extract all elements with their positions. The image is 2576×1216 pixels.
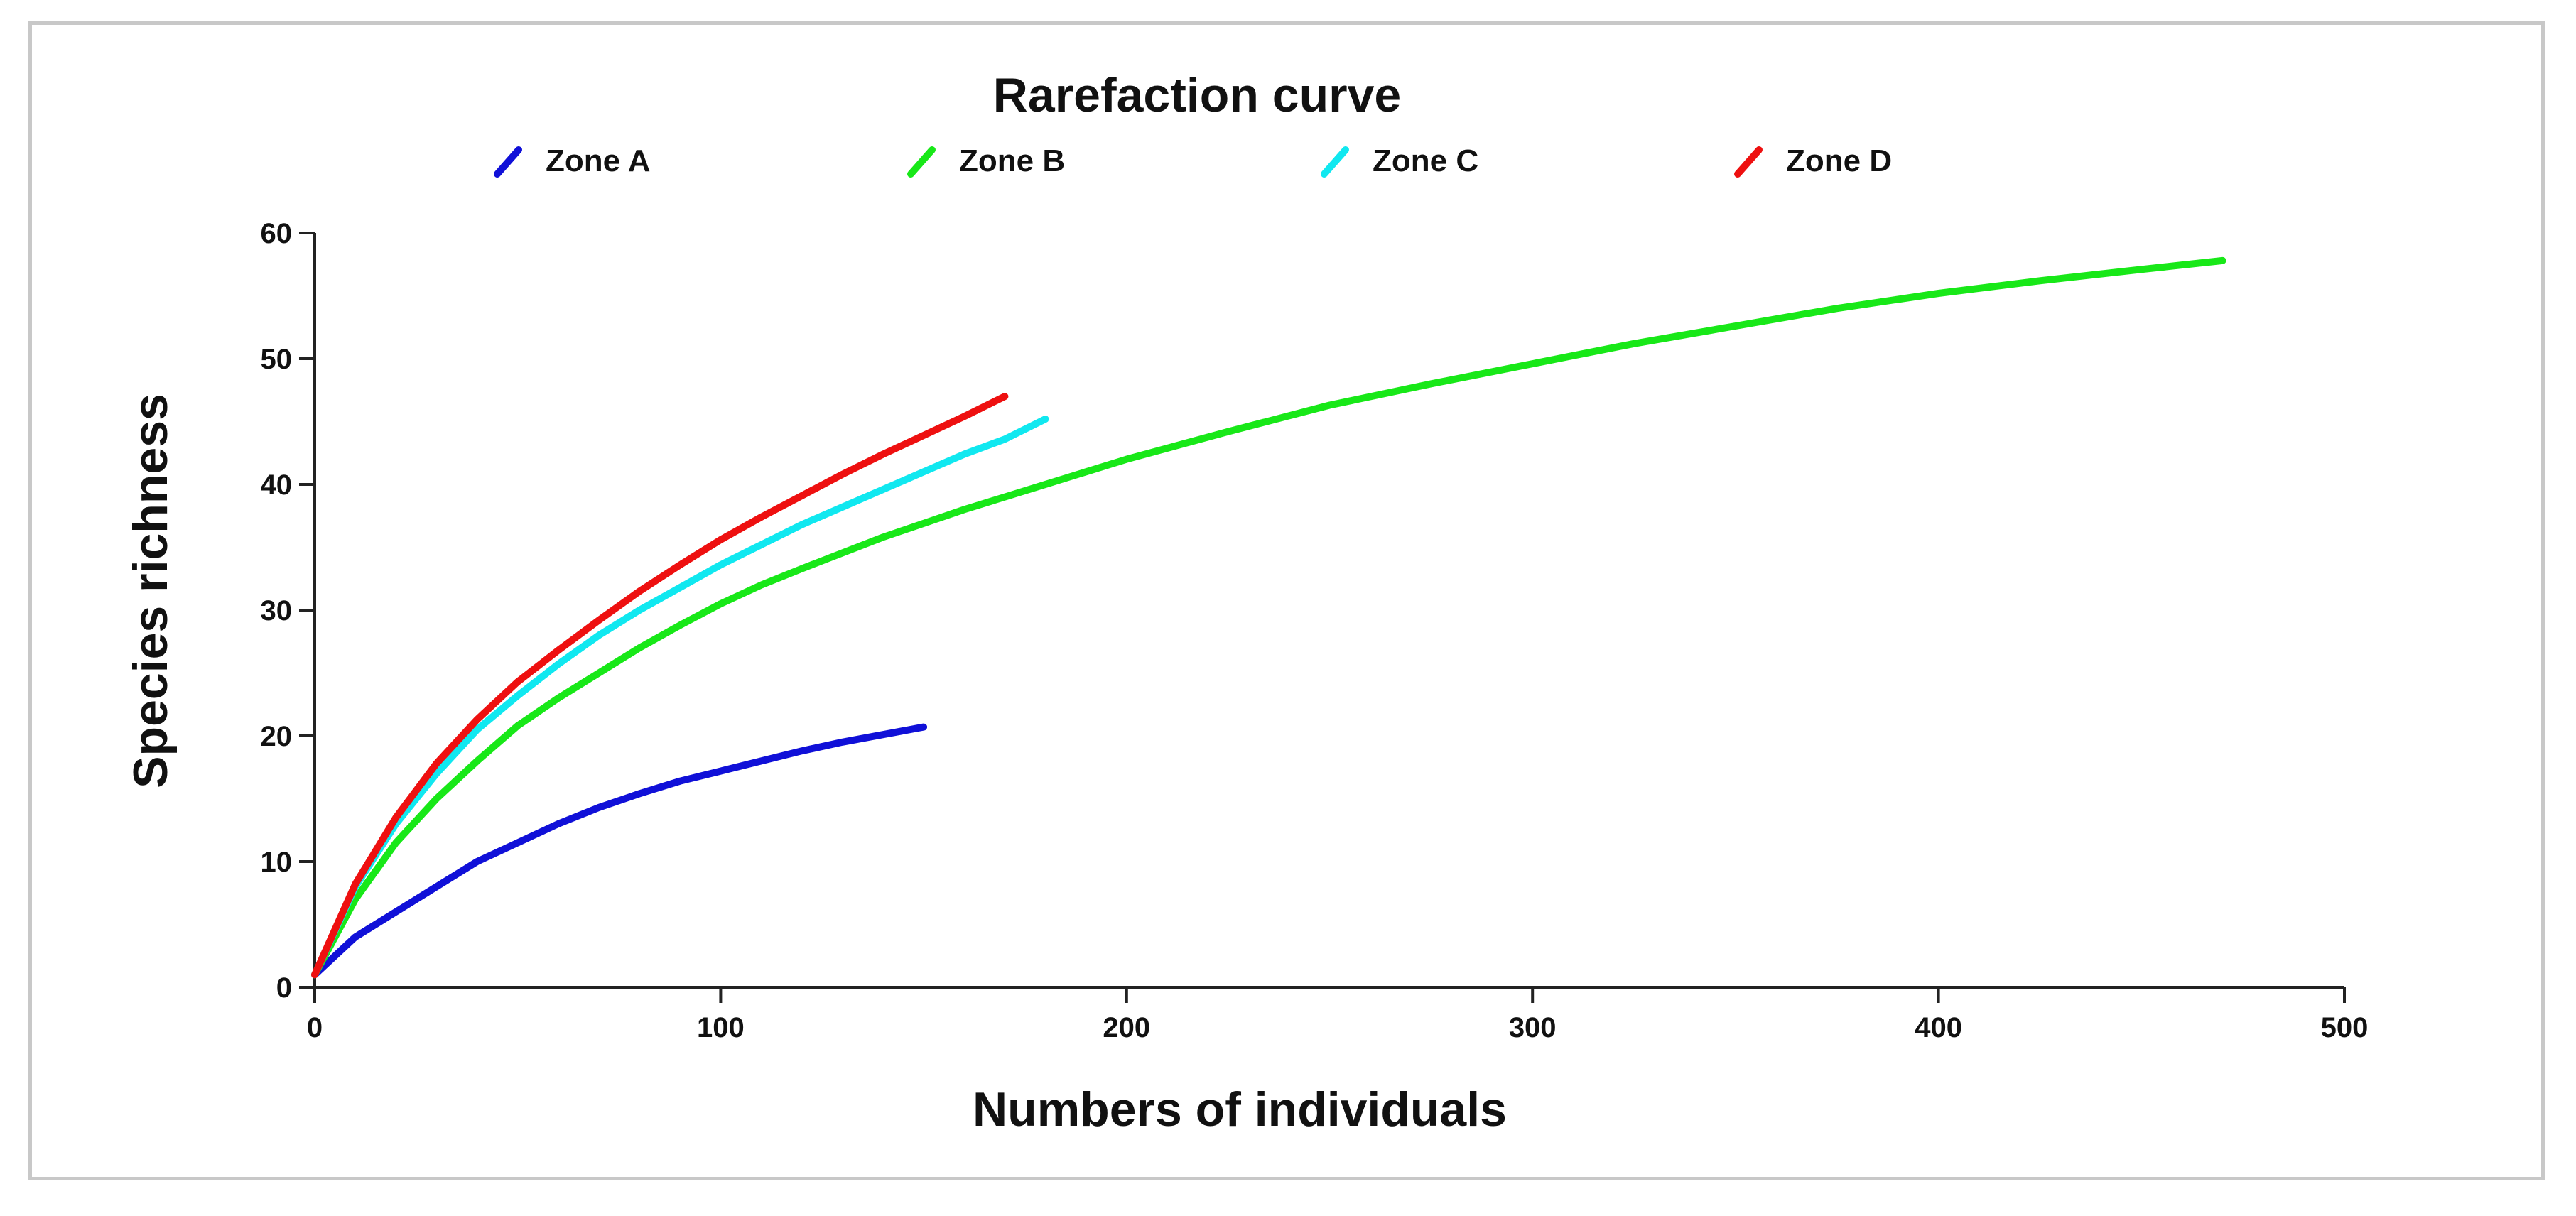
x-axis-title: Numbers of individuals xyxy=(973,1082,1507,1136)
y-tick-label: 60 xyxy=(261,218,293,249)
y-tick-label: 40 xyxy=(261,469,293,501)
legend: Zone A Zone B Zone C Zone D xyxy=(494,143,1892,178)
y-axis-ticks: 0 10 20 30 40 50 60 xyxy=(261,218,315,1004)
x-tick-label: 100 xyxy=(697,1012,745,1043)
series-line-zone-d xyxy=(311,393,1009,979)
x-tick-label: 400 xyxy=(1915,1012,1962,1043)
legend-swatch-zone-d xyxy=(1734,146,1763,178)
series-line-zone-c xyxy=(311,416,1049,979)
series-line-zone-a xyxy=(311,723,928,979)
legend-swatch-zone-b xyxy=(907,146,936,178)
legend-swatch-zone-a xyxy=(494,146,522,178)
legend-label-zone-b: Zone B xyxy=(959,143,1065,178)
plot-series xyxy=(311,256,2226,979)
chart-title: Rarefaction curve xyxy=(993,68,1401,122)
x-tick-label: 300 xyxy=(1509,1012,1557,1043)
legend-label-zone-a: Zone A xyxy=(546,143,650,178)
legend-swatch-zone-c xyxy=(1321,146,1349,178)
x-tick-label: 200 xyxy=(1103,1012,1150,1043)
series-line-zone-b xyxy=(311,256,2226,979)
x-axis-ticks: 0 100 200 300 400 500 xyxy=(307,987,2369,1043)
y-tick-label: 50 xyxy=(261,344,293,375)
legend-label-zone-d: Zone D xyxy=(1786,143,1892,178)
x-tick-label: 500 xyxy=(2321,1012,2369,1043)
y-axis-title: Species richness xyxy=(124,393,178,788)
y-tick-label: 10 xyxy=(261,847,293,878)
y-tick-label: 20 xyxy=(261,721,293,752)
x-tick-label: 0 xyxy=(307,1012,323,1043)
y-tick-label: 0 xyxy=(276,972,292,1004)
legend-label-zone-c: Zone C xyxy=(1373,143,1478,178)
y-tick-label: 30 xyxy=(261,595,293,626)
axes: 0 10 20 30 40 50 60 0 100 200 300 400 500 xyxy=(261,218,2369,1043)
